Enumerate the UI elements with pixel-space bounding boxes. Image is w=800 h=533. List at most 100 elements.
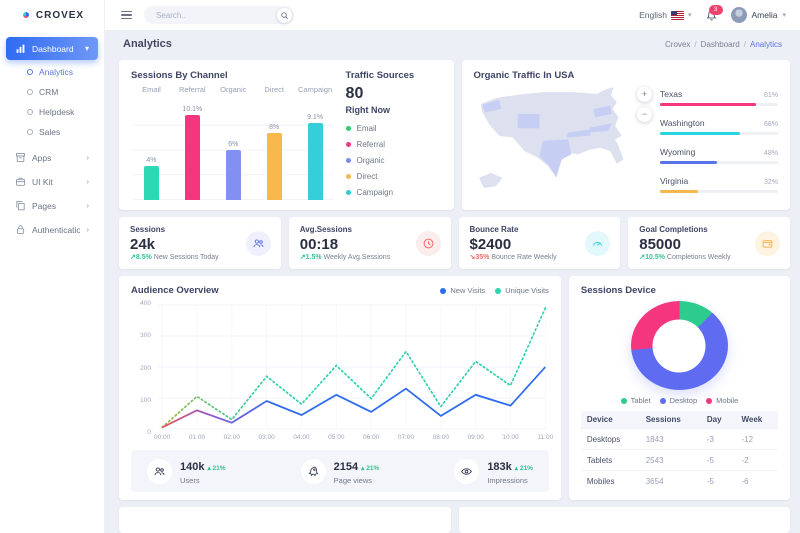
bullet-icon [27,109,33,115]
sidebar-item-authentication[interactable]: Authentication › [6,218,98,241]
sessions-device-card: Sessions Device Tablet Desktop Mobile Devi… [568,276,790,500]
search-input[interactable] [154,9,277,21]
sidebar-item-sales[interactable]: Sales [0,122,104,142]
table-cell: -5 [700,470,736,491]
table-cell: -12 [735,428,778,450]
menu-toggle-icon[interactable] [121,10,132,20]
bar-value-label: 6% [228,140,239,148]
sidebar-item-label: Apps [32,152,52,163]
sidebar-subitem-label: Sales [39,127,61,137]
brand-name: CROVEX [35,9,85,21]
search-button[interactable] [277,7,292,23]
breadcrumb-item[interactable]: Dashboard [700,39,740,49]
notification-badge: 3 [708,4,723,15]
legend-dot [345,157,351,163]
state-bar-fill [660,131,741,135]
bar-value-label: 10.1% [182,106,203,113]
sidebar-item-dashboard[interactable]: Dashboard ▾ [6,37,98,60]
stat-label: Sessions [130,225,166,234]
sessions-device-title: Sessions Device [580,285,656,296]
y-tick-label: 100 [140,396,151,404]
bar-category-label: Organic [220,85,247,94]
audience-legend: New Visits Unique Visits [440,286,549,295]
sidebar-item-helpdesk[interactable]: Helpdesk [0,102,104,122]
legend-dot [345,141,351,147]
traffic-sources-title: Traffic Sources [345,70,415,81]
organic-traffic-title: Organic Traffic In USA [473,70,575,81]
search-icon [280,11,289,20]
bullet-icon [27,69,33,75]
state-bar-fill [660,160,717,164]
state-name: Wyoming [660,146,696,157]
legend-item-mobile[interactable]: Mobile [706,396,738,405]
breadcrumb-item[interactable]: Crovex [665,39,691,49]
table-header-week: Week [735,411,778,429]
state-row-virginia: Virginia 32% [660,176,778,193]
x-tick-label: 11:00 [537,434,554,441]
stat-value: 00:18 [299,236,339,253]
copy-icon [15,200,26,211]
table-cell: -2 [735,449,778,471]
line-chart [158,304,547,430]
brand-logo[interactable]: CROVEX [0,0,104,30]
state-name: Virginia [660,175,689,186]
goal-completions-stat-card: Goal Completions 85000 ↗10.5% Completion… [628,217,790,269]
traffic-sources-panel: Traffic Sources 80 Right Now Email Referr… [342,70,442,200]
legend-item-organic[interactable]: Organic [345,152,442,168]
legend-item-campaign[interactable]: Campaign [345,184,442,200]
legend-item-email[interactable]: Email [345,120,442,136]
x-axis-labels: 00:00 01:00 02:00 03:00 04:00 05:00 06:00 07:00… [154,434,553,444]
sessions-stat-card: Sessions 24k ↗8.5% New Sessions Today [119,217,281,269]
bar-category-label: Direct [264,85,284,94]
impressions-mini-stat: 183k ▴ 21% Impressions [454,457,533,485]
bar-column-referral: Referral 10.1% [172,85,213,200]
traffic-sources-subtitle: Right Now [345,105,391,115]
sidebar-item-apps[interactable]: Apps › [6,146,98,169]
state-kentucky [565,129,592,138]
user-menu[interactable]: Amelia ▾ [730,7,786,23]
sidebar-item-ui-kit[interactable]: UI Kit › [6,170,98,193]
bar-referral [184,115,200,200]
legend-item-new-visits[interactable]: New Visits [440,286,485,295]
legend-item-desktop[interactable]: Desktop [659,396,697,405]
legend-label: Tablet [630,396,651,405]
mini-value: 2154 [333,461,359,473]
state-name: Washington [660,117,705,128]
x-tick-label: 07:00 [397,434,415,441]
language-label: English [639,10,667,20]
legend-item-tablet[interactable]: Tablet [620,396,651,405]
table-header-sessions: Sessions [639,411,701,429]
legend-item-referral[interactable]: Referral [345,136,442,152]
state-bar-track [660,131,778,135]
bar-email [143,166,159,200]
legend-dot [345,189,351,195]
bar-category-label: Referral [179,85,206,94]
audience-mini-stats: 140k ▴ 21% Users 2154 ▴ 21% [131,450,549,492]
organic-traffic-card: Organic Traffic In USA [461,60,790,210]
bar-organic [225,149,241,200]
legend-item-direct[interactable]: Direct [345,168,442,184]
chevron-right-icon: › [86,153,89,162]
breadcrumb-separator: / [694,39,697,49]
language-selector[interactable]: English ▾ [639,10,691,20]
sidebar-item-pages[interactable]: Pages › [6,194,98,217]
table-cell: Desktops [580,428,640,450]
map-zoom-out-button[interactable]: − [637,107,652,122]
bar-category-label: Campaign [297,85,333,94]
legend-label: Direct [356,171,378,181]
bar-column-email: Email 4% [131,85,172,200]
legend-item-unique-visits[interactable]: Unique Visits [495,286,549,295]
sidebar-item-crm[interactable]: CRM [0,82,104,102]
breadcrumb: Crovex / Dashboard / Analytics [665,40,782,49]
chevron-down-icon: ▾ [782,12,786,19]
state-percent: 48% [763,149,778,157]
legend-label: Organic [356,155,385,165]
legend-dot [706,397,713,404]
map-zoom-in-button[interactable]: + [637,87,652,102]
notifications-button[interactable]: 3 [705,4,723,22]
sidebar-item-analytics[interactable]: Analytics [0,62,104,82]
table-cell: 2543 [639,449,701,471]
lock-icon [15,224,26,235]
table-cell: Mobiles [580,470,640,491]
bar-value-label: 4% [146,157,157,165]
